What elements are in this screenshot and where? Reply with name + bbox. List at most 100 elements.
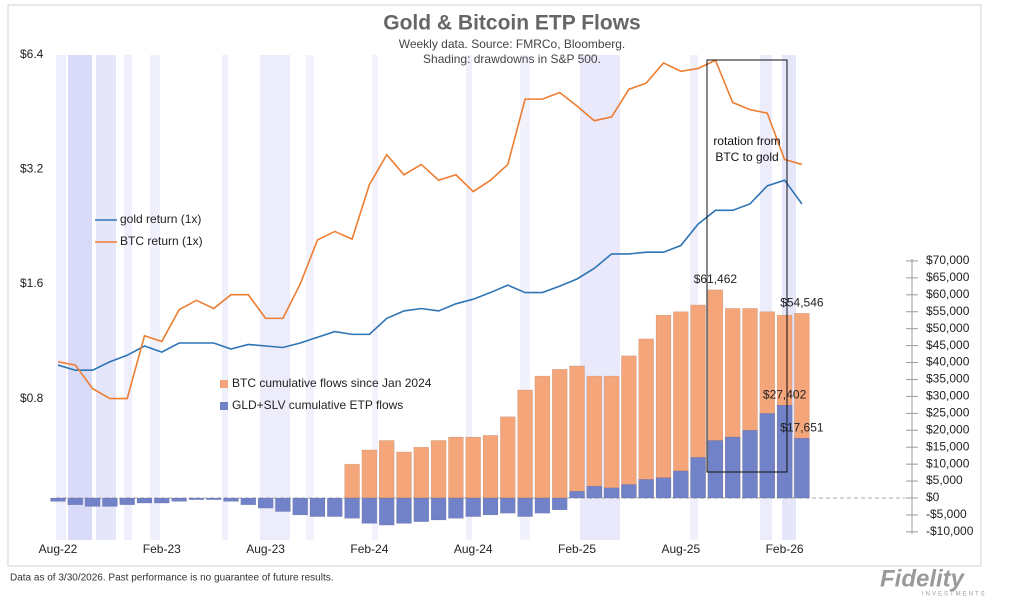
legend-label: gold return (1x) <box>120 212 201 226</box>
bar <box>673 311 689 499</box>
bar <box>430 440 447 499</box>
x-tick-label: Feb-25 <box>558 542 596 556</box>
bar <box>205 497 222 500</box>
bar <box>292 497 308 516</box>
bar <box>275 497 291 512</box>
subtitle: Weekly data. Source: FMRCo, Bloomberg. <box>399 37 626 51</box>
y2-tick-label: $45,000 <box>926 338 970 352</box>
bar <box>223 497 239 502</box>
chart-title: Gold & Bitcoin ETP Flows <box>383 12 640 35</box>
y2-tick-label: $10,000 <box>926 456 970 470</box>
x-tick-label: Feb-23 <box>143 542 181 556</box>
legend-swatch <box>220 402 228 410</box>
legend-label: BTC cumulative flows since Jan 2024 <box>232 376 432 390</box>
value-label: $54,546 <box>780 295 824 309</box>
bar <box>517 389 533 499</box>
bar <box>154 497 170 504</box>
bar <box>465 497 481 517</box>
value-label: $61,462 <box>694 272 738 286</box>
bar <box>413 497 430 522</box>
bar <box>378 497 395 526</box>
line <box>57 179 803 372</box>
bar <box>690 457 706 499</box>
bar <box>448 436 464 499</box>
x-tick-label: Aug-22 <box>39 542 78 556</box>
bar <box>482 435 499 499</box>
bar <box>396 497 412 524</box>
bar <box>396 451 412 499</box>
bar <box>344 463 360 499</box>
y2-tick-label: $0 <box>926 490 940 504</box>
bar <box>776 404 793 499</box>
y2-tick-label: $55,000 <box>926 304 970 318</box>
y2-tick-label: $40,000 <box>926 355 970 369</box>
bar <box>500 497 516 514</box>
subtitle: Shading: drawdowns in S&P 500. <box>423 52 601 66</box>
bar <box>655 477 672 499</box>
bar <box>638 338 654 499</box>
bar <box>690 304 706 499</box>
bar <box>50 497 66 502</box>
bar <box>707 440 724 499</box>
annotation-box <box>706 59 788 473</box>
bar <box>638 479 654 499</box>
bar <box>500 416 516 499</box>
y2-tick-label: -$10,000 <box>926 524 974 538</box>
bar <box>551 369 568 499</box>
bar <box>171 497 187 502</box>
bar <box>724 436 741 499</box>
y-tick-label: $3.2 <box>20 162 44 176</box>
bar <box>794 437 810 499</box>
value-label: $27,402 <box>763 387 807 401</box>
y2-tick-label: $65,000 <box>926 270 970 284</box>
bar <box>759 413 776 499</box>
bar <box>465 436 481 499</box>
bar <box>569 365 585 499</box>
x-tick-label: Feb-26 <box>766 542 804 556</box>
x-tick-label: Aug-25 <box>661 542 700 556</box>
line <box>57 59 803 400</box>
bar <box>378 440 395 499</box>
x-tick-label: Aug-24 <box>454 542 493 556</box>
logo: Fidelity <box>880 565 966 592</box>
bar <box>361 497 378 524</box>
bar <box>742 430 758 499</box>
bar <box>430 497 447 521</box>
logo-sub: INVESTMENTS <box>922 592 987 598</box>
bar <box>102 497 118 507</box>
bar <box>482 497 499 516</box>
bar <box>534 497 551 514</box>
y-tick-label: $1.6 <box>20 276 44 290</box>
bar <box>413 446 430 499</box>
y-tick-label: $6.4 <box>20 47 44 61</box>
y2-tick-label: -$5,000 <box>926 507 967 521</box>
bar <box>327 497 343 517</box>
bar <box>188 497 205 500</box>
y2-tick-label: $60,000 <box>926 287 970 301</box>
y2-tick-label: $15,000 <box>926 439 970 453</box>
bar <box>84 497 101 507</box>
annotation: rotation from BTC to gold <box>713 134 781 164</box>
footer: Data as of 3/30/2026. Past performance i… <box>10 573 334 584</box>
x-tick-label: Aug-23 <box>246 542 285 556</box>
bar <box>240 497 257 506</box>
legend-label: GLD+SLV cumulative ETP flows <box>232 398 403 412</box>
y2-tick-label: $25,000 <box>926 406 970 420</box>
x-tick-label: Feb-24 <box>350 542 388 556</box>
bar <box>119 497 135 506</box>
bar <box>603 487 620 499</box>
bar <box>136 497 153 504</box>
y2-tick-label: $5,000 <box>926 473 963 487</box>
value-label: $17,651 <box>780 420 824 434</box>
bar <box>586 485 603 499</box>
bar <box>67 497 84 506</box>
legend-label: BTC return (1x) <box>120 234 203 248</box>
bar <box>534 375 551 499</box>
y2-tick-label: $20,000 <box>926 422 970 436</box>
bar <box>257 497 274 509</box>
bar <box>344 497 360 519</box>
legend-swatch <box>220 380 228 388</box>
bar <box>655 314 672 499</box>
